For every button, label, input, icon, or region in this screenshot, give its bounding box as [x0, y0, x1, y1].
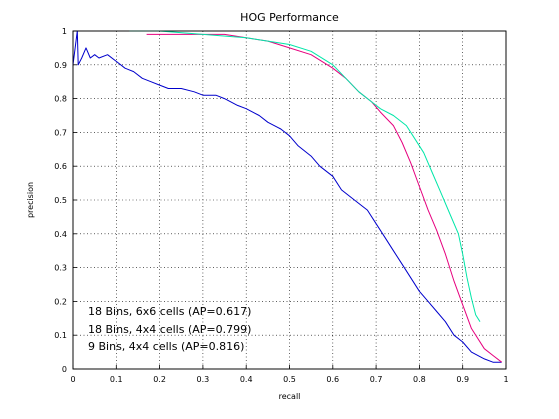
y-tick-label: 0.5 [54, 196, 67, 205]
grid [73, 31, 506, 369]
ticks: 0 0.1 0.2 0.3 0.4 0.5 0.6 0.7 0.8 0.9 1 0 0.1 0.2 0.3 0… [54, 27, 508, 384]
y-tick-label: 0.2 [54, 297, 67, 306]
x-tick-label: 1 [503, 375, 508, 384]
y-tick-label: 0.1 [54, 331, 67, 340]
series-line-1 [72, 30, 502, 363]
y-tick-label: 0.4 [54, 230, 67, 239]
y-axis-label: precision [26, 182, 35, 218]
y-tick-label: 1 [62, 27, 67, 36]
y-tick-label: 0.3 [54, 264, 67, 273]
y-tick-label: 0 [62, 365, 67, 374]
x-tick-label: 0.8 [413, 375, 426, 384]
x-tick-label: 0.6 [326, 375, 339, 384]
series-lines [72, 30, 503, 363]
legend-entry-2: 18 Bins, 4x4 cells (AP=0.799) [88, 323, 251, 336]
x-tick-label: 0.9 [456, 375, 469, 384]
x-tick-label: 0.1 [110, 375, 123, 384]
legend-entry-1: 18 Bins, 6x6 cells (AP=0.617) [88, 305, 251, 318]
y-tick-label: 0.9 [54, 61, 67, 70]
x-tick-label: 0.2 [153, 375, 166, 384]
chart-title: HOG Performance [240, 11, 339, 24]
y-tick-label: 0.6 [54, 162, 67, 171]
x-axis-label: recall [279, 392, 301, 401]
x-tick-label: 0.7 [370, 375, 383, 384]
series-line-3 [129, 30, 481, 322]
legend-entry-3: 9 Bins, 4x4 cells (AP=0.816) [88, 340, 244, 353]
plot-frame [72, 30, 507, 370]
y-tick-label: 0.7 [54, 128, 67, 137]
x-tick-label: 0.5 [283, 375, 296, 384]
x-tick-label: 0.4 [240, 375, 253, 384]
x-tick-label: 0.3 [197, 375, 210, 384]
x-tick-label: 0 [70, 375, 75, 384]
series-line-2 [146, 33, 503, 363]
y-tick-label: 0.8 [54, 95, 67, 104]
legend: 18 Bins, 6x6 cells (AP=0.617) 18 Bins, 4… [88, 305, 251, 353]
